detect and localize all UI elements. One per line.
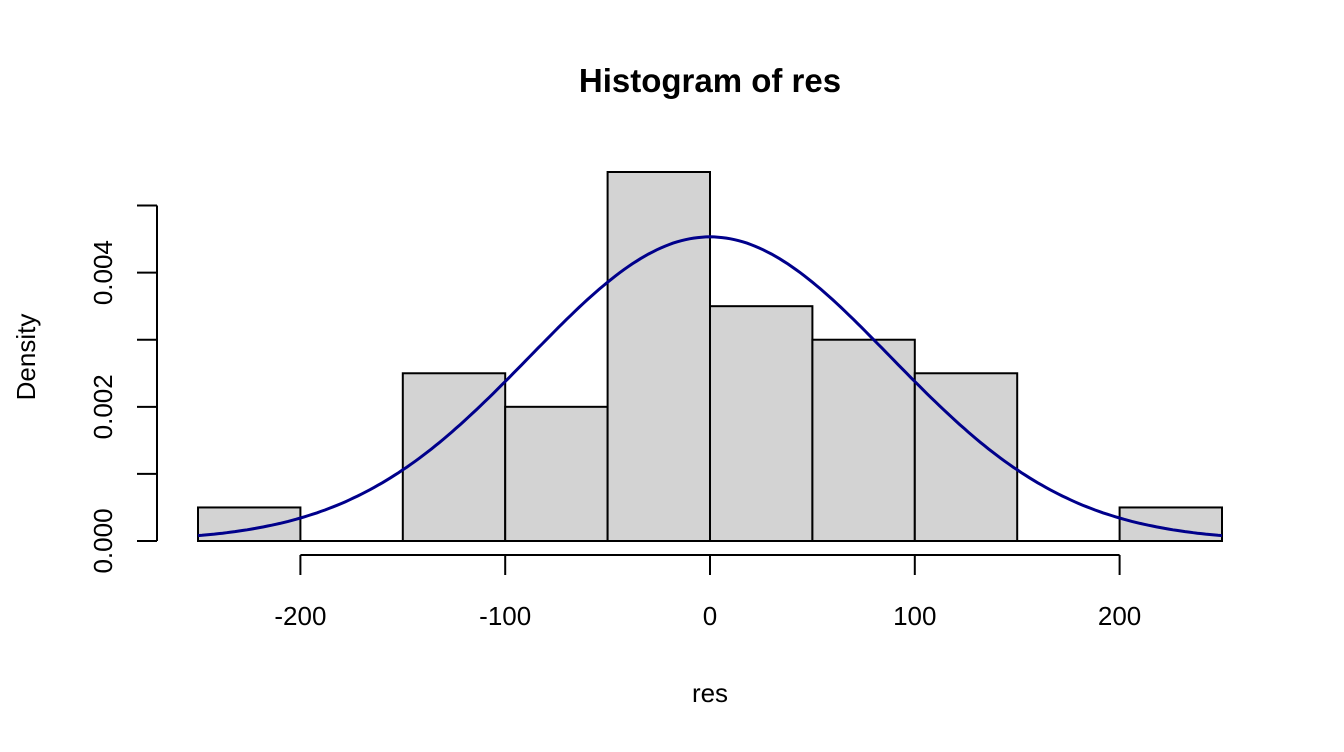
y-axis: 0.000 0.002 0.004 [88, 204, 158, 574]
y-tick-label: 0.004 [88, 240, 118, 305]
normal-density-curve [197, 235, 1223, 538]
histogram-bars [197, 171, 1223, 543]
histogram-bar [709, 305, 814, 542]
x-axis-label: res [692, 678, 728, 708]
histogram-bar [197, 506, 302, 543]
histogram-bar [606, 171, 711, 542]
y-axis-label: Density [11, 314, 41, 401]
y-tick-label: 0.000 [88, 508, 118, 573]
x-tick-label: 100 [893, 601, 936, 631]
x-tick-label: -200 [274, 601, 326, 631]
histogram-bar [504, 405, 609, 542]
chart-title: Histogram of res [579, 62, 841, 99]
y-tick-label: 0.002 [88, 374, 118, 439]
x-tick-label: 0 [703, 601, 717, 631]
histogram-bar [811, 338, 916, 542]
x-axis: -200 -100 0 100 200 [274, 554, 1141, 631]
histogram-bar [1118, 506, 1223, 543]
x-tick-label: -100 [479, 601, 531, 631]
x-tick-label: 200 [1098, 601, 1141, 631]
